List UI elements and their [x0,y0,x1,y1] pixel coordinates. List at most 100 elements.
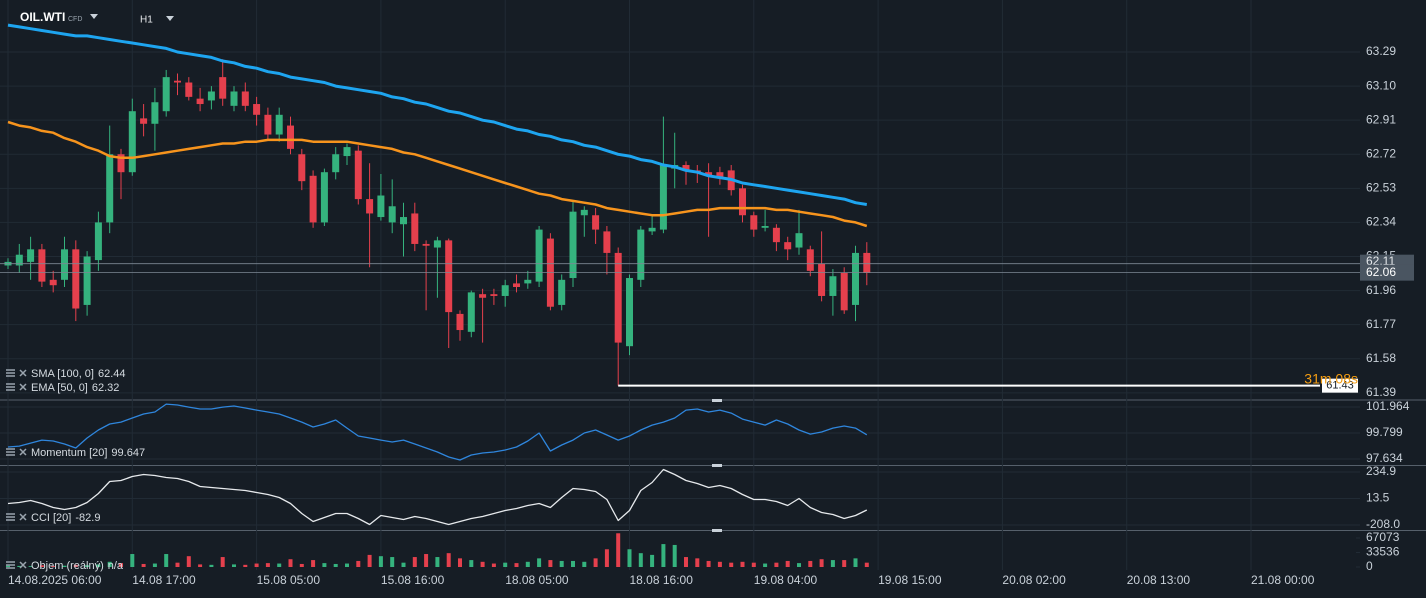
volume-bar [198,564,203,567]
candle-body [490,294,498,296]
candle-body [388,206,396,223]
legend-settings-icon[interactable] [6,369,15,377]
candle-body [626,278,633,347]
legend-settings-icon[interactable] [6,561,15,569]
panel-resize-handle[interactable] [712,399,722,402]
volume-bar [401,562,406,567]
symbol[interactable]: OIL.WTI [20,10,65,24]
volume-bar [367,554,372,567]
x-tick-label: 18.08 16:00 [630,573,694,587]
y-tick-label: 33536 [1366,545,1400,559]
timeframe[interactable]: H1 [140,15,153,26]
volume-bar [435,557,440,567]
volume-bar [265,563,270,567]
timeframe-dropdown[interactable] [166,16,174,21]
legend-close-icon[interactable] [19,448,27,456]
candle-body [750,215,758,230]
candle-body [106,154,114,223]
legend-settings-icon[interactable] [6,513,15,521]
x-tick-label: 14.08 17:00 [132,573,196,587]
candle-body [535,229,543,282]
candle-body [400,217,407,225]
volume-bar [729,562,734,567]
volume-bar [85,565,90,567]
panel-resize-handle[interactable] [712,529,722,532]
candle-body [558,279,566,305]
x-tick-label: 20.08 13:00 [1127,573,1191,587]
candle-body [818,263,826,296]
candle-body [94,222,102,261]
candle-body [343,147,351,157]
y-tick-label: 62.34 [1366,215,1396,229]
low-price-label: 61.43 [1326,380,1354,392]
y-tick-label: 61.58 [1366,351,1396,365]
candle-body [151,102,159,124]
x-tick-label: 15.08 05:00 [257,573,321,587]
volume-bar [819,559,824,567]
x-tick-label: 15.08 16:00 [381,573,445,587]
x-tick-label: 19.08 15:00 [878,573,942,587]
candle-body [659,165,667,230]
y-tick-label: -208.0 [1366,517,1400,531]
volume-bar [299,563,304,567]
candle-body [298,154,306,182]
volume-bar [661,544,666,567]
candle-body [705,172,713,176]
candle-body [219,77,227,99]
y-tick-label: 234.9 [1366,464,1396,478]
volume-bar [830,560,835,567]
candle-body [15,254,23,266]
volume-bar [254,563,259,567]
volume-bar [311,560,316,567]
volume-bar [469,560,474,567]
legend-label: 62.44 [98,368,126,380]
legend-close-icon[interactable] [19,513,27,521]
candle-body [433,240,441,248]
legend-settings-icon[interactable] [6,448,15,456]
y-tick-label: 13.5 [1366,491,1390,505]
legend-close-icon[interactable] [19,369,27,377]
candle-body [72,249,80,309]
candle-body [174,80,181,83]
low-price-box [1322,378,1358,393]
candle-body [275,114,283,135]
volume-bar [559,560,564,567]
y-tick-label: 61.77 [1366,317,1396,331]
legend-close-icon[interactable] [19,383,27,391]
legend-close-icon[interactable] [19,561,27,569]
candle-body [422,243,430,246]
symbol-dropdown[interactable] [90,14,98,19]
volume-bar [220,557,225,567]
x-tick-label: 19.08 04:00 [754,573,818,587]
indicator-line [7,468,868,526]
candle-body [162,77,170,112]
candle-body [682,165,690,171]
volume-bar [243,564,248,567]
legend-settings-icon[interactable] [6,383,15,391]
ask-label: 62.11 [1366,254,1395,268]
candle-body [320,172,328,223]
volume-bar [39,565,44,567]
volume-bar [141,563,146,567]
volume-bar [571,560,575,567]
candle-body [648,227,656,232]
volume-bar [672,544,677,567]
y-tick-label: 62.53 [1366,181,1396,195]
volume-bar [164,554,169,567]
panel-resize-handle[interactable] [712,464,722,467]
x-tick-label: 20.08 02:00 [1002,573,1066,587]
volume-bar [503,562,508,567]
volume-bar [695,558,700,567]
volume-bar [119,563,123,567]
volume-bar [288,559,293,567]
candle-body [332,154,340,173]
candle-body [603,231,611,253]
candle-body [117,154,125,173]
volume-bar [706,560,711,567]
candle-body [241,91,249,106]
volume-bar [627,549,632,567]
candle-body [614,252,622,343]
candle-body [524,279,532,284]
